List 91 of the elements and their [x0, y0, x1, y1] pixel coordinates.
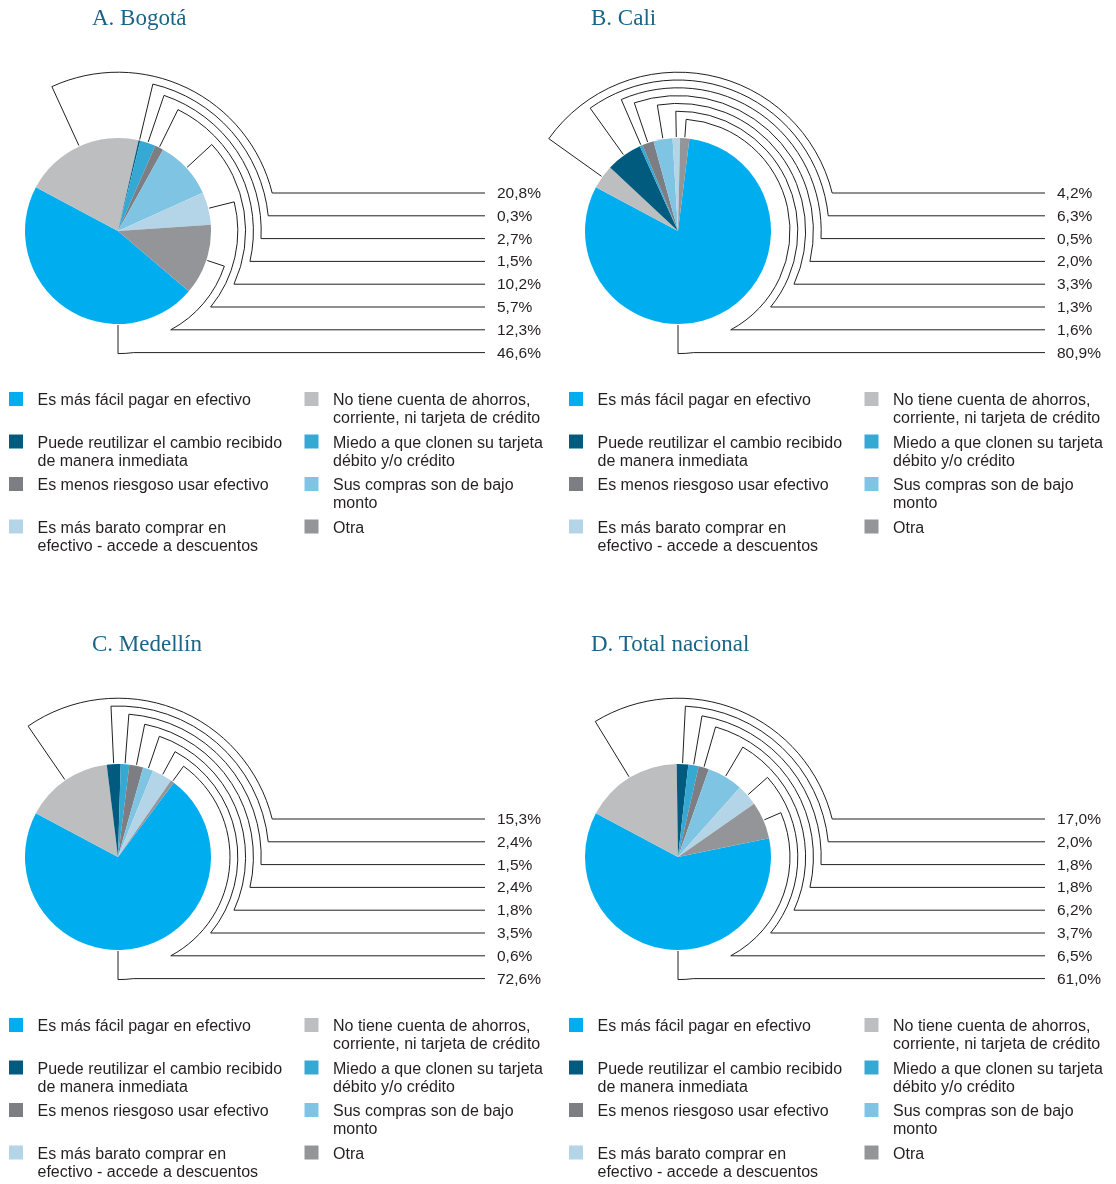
legend-label: No tiene cuenta de ahorros, corriente, ni tarjeta de crédito	[893, 391, 1101, 426]
legend-label: Puede reutilizar el cambio recibido de manera inmediata	[37, 433, 283, 469]
legend-label: Otra	[333, 518, 365, 536]
legend-label: Sus compras son de bajo monto	[333, 476, 514, 511]
data-label: 6,3%	[1057, 206, 1093, 224]
legend-label: Puede reutilizar el cambio recibido de manera inmediata	[597, 433, 843, 469]
pie-slice	[118, 149, 203, 231]
data-label: 1,5%	[497, 855, 533, 873]
pie-slice	[678, 803, 770, 857]
pie-slice	[678, 764, 699, 857]
legend-label: Miedo a que clonen su tarjeta débito y/o crédito	[893, 1059, 1104, 1095]
data-label: 12,3%	[497, 320, 542, 338]
legend-label: Miedo a que clonen su tarjeta débito y/o crédito	[333, 433, 544, 469]
legend-label: Otra	[333, 1144, 365, 1162]
data-label: 0,3%	[497, 206, 533, 224]
data-label: 6,2%	[1057, 901, 1093, 919]
data-label: 2,7%	[497, 229, 533, 247]
legend-label: Sus compras son de bajo monto	[333, 1102, 514, 1137]
legend-label: Es menos riesgoso usar efectivo	[37, 1102, 269, 1119]
pie-slice	[35, 138, 139, 231]
pie-slice	[118, 780, 174, 857]
data-label: 3,3%	[1057, 275, 1093, 293]
data-label: 0,5%	[1057, 229, 1093, 247]
legend-label: Sus compras son de bajo monto	[893, 476, 1074, 511]
legend-label: No tiene cuenta de ahorros, corriente, ni tarjeta de crédito	[333, 1017, 541, 1052]
chart-title: A. Bogotá	[92, 5, 187, 30]
legend-label: Es más barato comprar en efectivo - accede a descuentos	[37, 1144, 259, 1180]
data-label: 2,4%	[497, 832, 533, 850]
data-label: 1,5%	[497, 252, 533, 270]
data-label: 1,6%	[1057, 320, 1093, 338]
data-label: 6,5%	[1057, 946, 1093, 964]
data-label: 2,0%	[1057, 252, 1093, 270]
pie-slice	[585, 813, 771, 950]
data-label: 46,6%	[497, 343, 542, 361]
pie-slice	[610, 146, 678, 231]
pie-slice	[678, 787, 755, 857]
chart-title: B. Cali	[591, 5, 657, 30]
data-label: 5,7%	[497, 298, 533, 315]
data-label: 2,0%	[1057, 832, 1093, 850]
pie-slice	[653, 138, 678, 231]
data-label: 80,9%	[1057, 343, 1102, 361]
legend-label: Es más barato comprar en efectivo - accede a descuentos	[597, 1144, 819, 1180]
pie-slice	[118, 140, 156, 231]
chart-title: C. Medellín	[92, 631, 203, 656]
legend-label: Miedo a que clonen su tarjeta débito y/o crédito	[893, 433, 1104, 469]
legend-label: Es más fácil pagar en efectivo	[37, 1017, 252, 1034]
legend-label: Es más barato comprar en efectivo - accede a descuentos	[597, 518, 819, 554]
legend-label: Otra	[893, 518, 925, 536]
pie-slice	[118, 764, 144, 857]
data-label: 0,6%	[497, 946, 533, 964]
chart-title: D. Total nacional	[591, 631, 750, 656]
legend-label: Es menos riesgoso usar efectivo	[37, 476, 269, 493]
data-label: 1,8%	[497, 901, 533, 919]
legend-label: Es más barato comprar en efectivo - accede a descuentos	[37, 518, 259, 554]
pie-slice	[595, 764, 678, 857]
pie-slice	[118, 192, 211, 231]
pie-slice	[595, 167, 678, 231]
data-label: 3,5%	[497, 924, 533, 941]
legend-label: Es más fácil pagar en efectivo	[37, 391, 252, 408]
pie-slice	[25, 782, 211, 950]
data-label: 1,3%	[1057, 298, 1093, 315]
legend-label: Miedo a que clonen su tarjeta débito y/o crédito	[333, 1059, 544, 1095]
legend-label: No tiene cuenta de ahorros, corriente, ni tarjeta de crédito	[893, 1017, 1101, 1052]
pie-slice	[118, 770, 171, 857]
data-label: 2,4%	[497, 878, 533, 896]
pie-slice	[118, 224, 211, 292]
data-label: 10,2%	[497, 275, 542, 293]
pie-slice	[25, 187, 189, 324]
legend-label: Sus compras son de bajo monto	[893, 1102, 1074, 1137]
pie-slice	[678, 769, 740, 857]
legend-label: Es más fácil pagar en efectivo	[597, 391, 812, 408]
legend-label: Otra	[893, 1144, 925, 1162]
data-label: 17,0%	[1057, 810, 1102, 827]
legend-label: No tiene cuenta de ahorros, corriente, ni tarjeta de crédito	[333, 391, 541, 426]
data-label: 72,6%	[497, 969, 542, 987]
legend-label: Puede reutilizar el cambio recibido de manera inmediata	[37, 1059, 283, 1095]
data-label: 4,2%	[1057, 184, 1093, 201]
data-label: 1,8%	[1057, 855, 1093, 873]
pie-slice	[118, 767, 154, 857]
pie-slice	[678, 766, 709, 857]
data-label: 3,7%	[1057, 924, 1093, 941]
data-label: 15,3%	[497, 810, 542, 827]
legend-label: Puede reutilizar el cambio recibido de manera inmediata	[597, 1059, 843, 1095]
data-label: 61,0%	[1057, 969, 1102, 987]
data-label: 1,8%	[1057, 878, 1093, 896]
pie-slice	[35, 764, 118, 857]
legend-label: Es menos riesgoso usar efectivo	[597, 476, 829, 493]
legend-label: Es más fácil pagar en efectivo	[597, 1017, 812, 1034]
pie-slice	[585, 138, 771, 324]
legend-label: Es menos riesgoso usar efectivo	[597, 1102, 829, 1119]
data-label: 20,8%	[497, 184, 542, 201]
